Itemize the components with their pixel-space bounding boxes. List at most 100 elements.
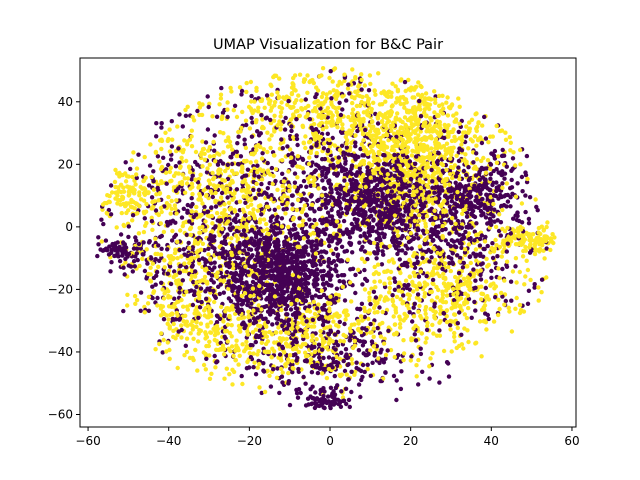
scatter-point [205, 94, 210, 99]
scatter-point [214, 338, 219, 344]
scatter-point [344, 401, 349, 407]
scatter-point [349, 389, 354, 395]
scatter-point [365, 366, 370, 372]
scatter-point [418, 129, 423, 134]
scatter-point [297, 72, 303, 77]
scatter-point [268, 117, 273, 123]
scatter-point [281, 95, 286, 100]
scatter-point [523, 193, 528, 198]
scatter-point [415, 92, 421, 97]
scatter-point [227, 372, 232, 377]
scatter-point [477, 319, 483, 324]
scatter-point [464, 214, 470, 219]
scatter-point [249, 202, 254, 207]
scatter-point [391, 373, 397, 379]
scatter-point [140, 256, 145, 261]
scatter-point [190, 323, 195, 329]
scatter-point [479, 297, 484, 302]
scatter-point [400, 248, 405, 253]
scatter-point [448, 268, 453, 274]
scatter-point [183, 343, 188, 348]
scatter-point [183, 313, 188, 318]
scatter-point [154, 134, 159, 139]
scatter-point [327, 75, 332, 81]
scatter-point [122, 272, 127, 277]
scatter-point [399, 158, 405, 163]
scatter-point [332, 143, 337, 148]
scatter-point [181, 304, 186, 309]
scatter-point [491, 319, 497, 324]
scatter-point [402, 79, 408, 85]
scatter-point [207, 162, 212, 167]
scatter-point [387, 244, 392, 249]
scatter-point [146, 308, 152, 313]
scatter-point [247, 239, 252, 244]
scatter-point [338, 183, 343, 189]
scatter-point [522, 282, 527, 287]
scatter-point [322, 249, 327, 254]
scatter-point [284, 336, 289, 342]
scatter-point [203, 140, 209, 145]
scatter-point [141, 240, 146, 245]
scatter-point [300, 107, 305, 112]
scatter-point [394, 378, 399, 383]
scatter-point [314, 337, 319, 342]
scatter-point [521, 309, 527, 314]
scatter-point [214, 114, 220, 120]
scatter-point [303, 105, 308, 111]
scatter-point [332, 66, 338, 71]
scatter-point [402, 283, 407, 288]
scatter-point [485, 312, 490, 318]
scatter-point [179, 297, 184, 303]
scatter-point [153, 257, 158, 262]
scatter-point [148, 265, 153, 270]
scatter-point [517, 147, 523, 153]
scatter-point [461, 346, 466, 351]
scatter-point [314, 246, 319, 251]
scatter-point [159, 121, 164, 126]
scatter-point [169, 198, 174, 204]
scatter-point [536, 225, 542, 231]
scatter-point [379, 347, 384, 352]
scatter-point [290, 341, 295, 346]
scatter-point [309, 193, 314, 198]
scatter-point [263, 341, 269, 347]
scatter-point [505, 199, 511, 204]
scatter-point [360, 94, 365, 100]
scatter-point [341, 280, 347, 285]
scatter-point [412, 95, 417, 100]
scatter-point [359, 318, 365, 323]
scatter-point [453, 180, 458, 185]
scatter-point [198, 321, 204, 326]
scatter-point [536, 298, 541, 303]
scatter-point [495, 254, 500, 259]
scatter-point [350, 107, 356, 112]
scatter-point [269, 92, 274, 97]
scatter-point [182, 353, 187, 358]
scatter-point [376, 151, 382, 156]
scatter-point [410, 279, 415, 285]
scatter-point [474, 221, 479, 226]
scatter-point [404, 198, 409, 203]
scatter-point [403, 251, 408, 256]
scatter-point [444, 100, 449, 105]
scatter-point [268, 145, 273, 151]
scatter-point [329, 248, 334, 253]
scatter-point [309, 357, 314, 362]
scatter-point [325, 131, 330, 136]
scatter-point [187, 219, 192, 224]
scatter-point [443, 275, 448, 281]
scatter-point [508, 204, 513, 209]
scatter-point [542, 256, 547, 261]
scatter-point [464, 315, 470, 321]
scatter-point [125, 303, 130, 308]
scatter-point [482, 114, 487, 120]
scatter-point [430, 277, 436, 283]
scatter-point [273, 178, 278, 184]
scatter-point [456, 96, 461, 101]
scatter-point [324, 171, 329, 176]
scatter-point [213, 365, 218, 370]
scatter-point [447, 204, 453, 209]
scatter-point [321, 268, 326, 274]
scatter-point [303, 341, 308, 347]
